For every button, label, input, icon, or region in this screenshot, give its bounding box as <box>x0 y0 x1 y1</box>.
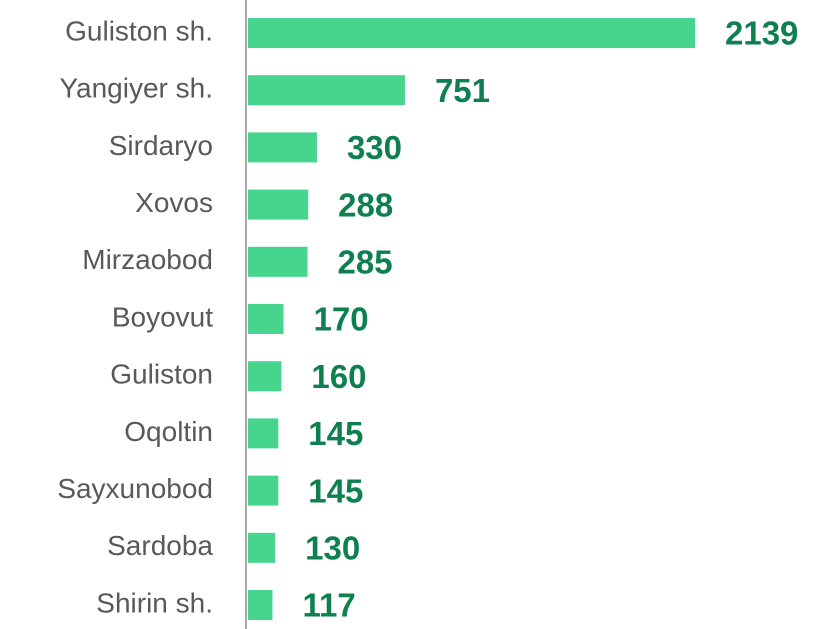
category-label: Xovos <box>135 187 213 218</box>
value-label: 130 <box>305 530 360 567</box>
value-label: 145 <box>308 472 363 509</box>
bar <box>248 590 273 620</box>
value-label: 751 <box>435 72 490 109</box>
value-label: 288 <box>338 186 393 223</box>
category-label: Guliston <box>110 359 213 390</box>
value-label: 2139 <box>725 15 798 52</box>
bar <box>248 361 282 392</box>
category-label: Boyovut <box>112 301 213 332</box>
bar <box>248 75 405 106</box>
value-label: 160 <box>311 358 366 395</box>
bar <box>248 18 695 48</box>
category-label: Sardoba <box>107 530 213 561</box>
bar <box>248 246 308 277</box>
value-label: 117 <box>302 587 355 624</box>
category-label: Oqoltin <box>124 416 213 447</box>
category-label: Guliston sh. <box>65 15 213 46</box>
category-label: Mirzaobod <box>82 244 213 275</box>
value-label: 285 <box>338 244 393 281</box>
value-label: 170 <box>314 301 369 338</box>
category-label: Sayxunobod <box>57 473 213 504</box>
bar <box>248 132 317 163</box>
bar <box>248 418 279 449</box>
category-label: Shirin sh. <box>96 587 213 618</box>
bar <box>248 189 309 220</box>
bar <box>248 475 279 506</box>
value-label: 330 <box>347 129 402 166</box>
bar <box>248 304 284 334</box>
bar <box>248 532 276 563</box>
category-label: Yangiyer sh. <box>59 73 213 104</box>
category-label: Sirdaryo <box>109 130 213 161</box>
value-label: 145 <box>308 415 363 452</box>
